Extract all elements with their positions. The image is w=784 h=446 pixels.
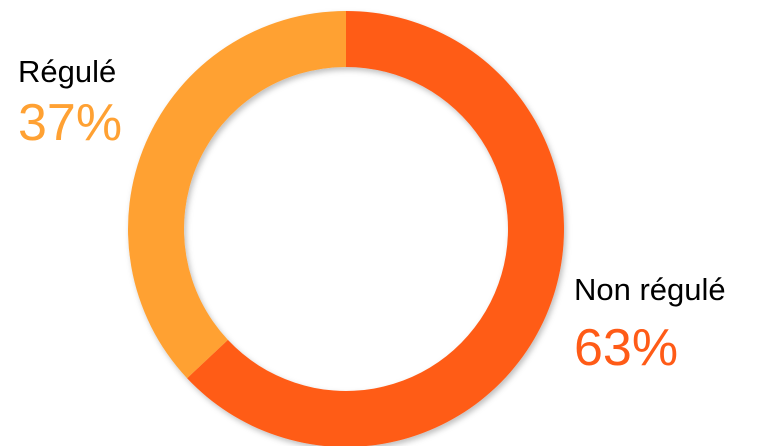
donut-slice [128, 11, 346, 379]
donut [128, 11, 564, 446]
value-label: 63% [574, 319, 678, 377]
category-label: Régulé [18, 54, 116, 89]
value-label: 37% [18, 94, 122, 152]
donut-slice [187, 11, 564, 446]
category-label: Non régulé [574, 272, 726, 307]
